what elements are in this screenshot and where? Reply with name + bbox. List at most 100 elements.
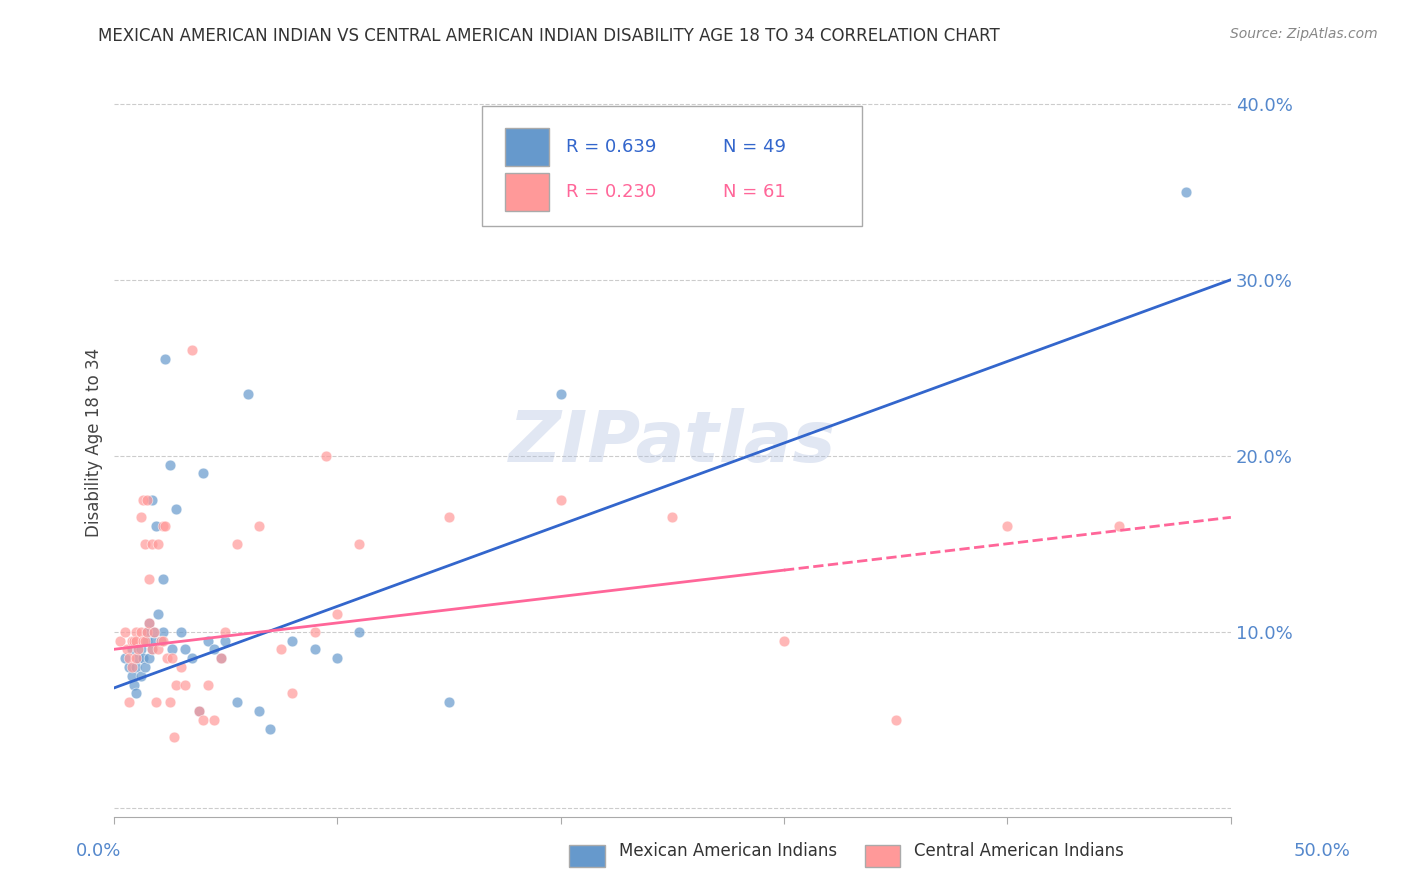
Point (148, 537, 170, 551)
Point (114, 624, 136, 639)
Point (121, 642, 143, 657)
Point (141, 642, 163, 657)
Point (170, 660, 193, 674)
Text: N = 61: N = 61 (723, 183, 786, 201)
Point (1175, 185, 1198, 199)
Point (129, 510, 152, 524)
Point (997, 519, 1019, 533)
Point (304, 624, 326, 639)
Point (114, 651, 136, 665)
Point (138, 615, 160, 630)
Text: MEXICAN AMERICAN INDIAN VS CENTRAL AMERICAN INDIAN DISABILITY AGE 18 TO 34 CORRE: MEXICAN AMERICAN INDIAN VS CENTRAL AMERI… (98, 27, 1000, 45)
Point (214, 624, 236, 639)
Point (349, 624, 371, 639)
Point (145, 519, 167, 533)
Text: N = 49: N = 49 (723, 138, 786, 156)
Point (142, 624, 165, 639)
Point (136, 492, 159, 507)
Point (121, 660, 143, 674)
Point (149, 633, 172, 648)
Text: Central American Indians: Central American Indians (914, 842, 1123, 860)
Point (125, 660, 148, 674)
Point (159, 695, 181, 709)
Point (129, 624, 152, 639)
Point (138, 572, 160, 586)
Point (661, 510, 683, 524)
Point (141, 537, 163, 551)
Point (134, 660, 156, 674)
Point (180, 343, 202, 358)
Point (121, 633, 143, 648)
Text: 50.0%: 50.0% (1294, 842, 1350, 860)
Point (159, 458, 181, 472)
Point (122, 633, 145, 648)
Point (132, 492, 155, 507)
Point (127, 651, 149, 665)
Text: Mexican American Indians: Mexican American Indians (619, 842, 837, 860)
Text: 0.0%: 0.0% (76, 842, 121, 860)
Point (191, 713, 214, 727)
Point (197, 633, 219, 648)
Point (304, 642, 326, 657)
Point (326, 607, 349, 621)
Point (165, 501, 187, 516)
Bar (505, 128, 550, 166)
Point (125, 686, 148, 700)
Point (174, 677, 197, 691)
Point (125, 624, 148, 639)
Point (550, 492, 572, 507)
Point (136, 624, 159, 639)
Point (142, 633, 165, 648)
Point (121, 669, 143, 683)
Point (160, 642, 183, 657)
Point (236, 387, 259, 401)
Point (202, 642, 225, 657)
Point (191, 467, 214, 481)
Point (315, 449, 337, 463)
Point (134, 537, 156, 551)
Point (160, 651, 183, 665)
Point (118, 651, 141, 665)
Point (127, 642, 149, 657)
Point (136, 624, 159, 639)
Point (170, 624, 193, 639)
Point (1108, 519, 1130, 533)
Point (437, 695, 460, 709)
Point (550, 387, 572, 401)
Point (138, 615, 160, 630)
Point (148, 642, 170, 657)
Point (247, 704, 270, 718)
Point (132, 651, 155, 665)
Point (156, 651, 179, 665)
Point (174, 642, 197, 657)
Point (163, 731, 186, 745)
Point (136, 633, 159, 648)
Point (115, 642, 138, 657)
FancyBboxPatch shape (482, 106, 862, 226)
Point (773, 633, 796, 648)
Point (152, 572, 174, 586)
Point (122, 677, 145, 691)
Point (247, 519, 270, 533)
Point (142, 624, 165, 639)
Point (202, 713, 225, 727)
Point (138, 651, 160, 665)
Point (118, 660, 141, 674)
Point (180, 651, 202, 665)
Point (349, 537, 371, 551)
Point (281, 686, 304, 700)
Point (165, 677, 187, 691)
Point (125, 633, 148, 648)
Text: R = 0.639: R = 0.639 (567, 138, 657, 156)
Point (197, 677, 219, 691)
Point (134, 633, 156, 648)
Point (187, 704, 209, 718)
Point (153, 351, 176, 366)
Point (153, 519, 176, 533)
Point (129, 642, 152, 657)
Point (225, 695, 247, 709)
Point (141, 492, 163, 507)
Point (225, 537, 247, 551)
Point (187, 704, 209, 718)
Y-axis label: Disability Age 18 to 34: Disability Age 18 to 34 (86, 348, 103, 537)
